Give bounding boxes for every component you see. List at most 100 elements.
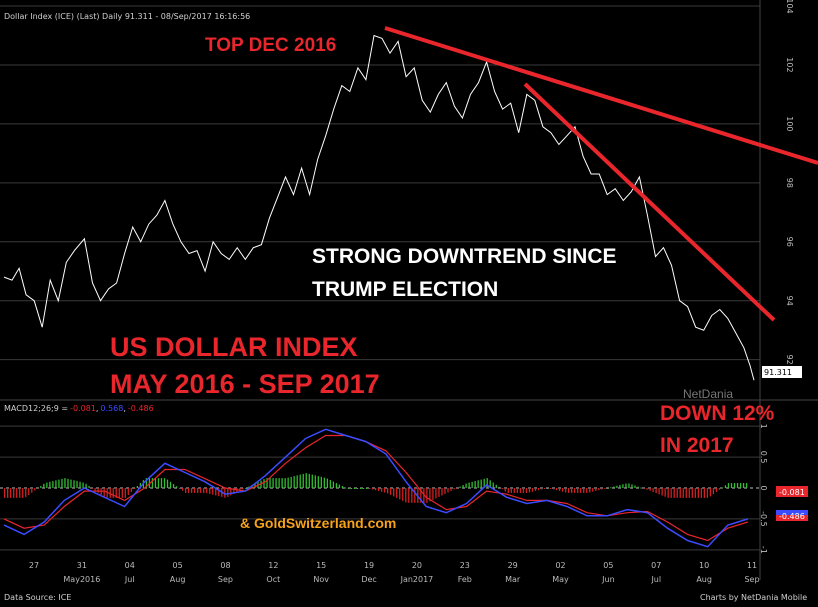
macd-hist-bar <box>305 473 307 488</box>
macd-hist-bar <box>709 488 712 497</box>
macd-hist-bar <box>224 488 226 498</box>
macd-hist-bar <box>163 478 166 488</box>
x-tick-month: Sep <box>218 575 233 584</box>
macd-hist-bar <box>109 488 111 498</box>
macd-hist-bar <box>34 488 36 491</box>
macd-hist-bar <box>516 488 519 493</box>
macd-hist-bar <box>423 488 425 503</box>
x-axis: 27 31 May2016 04 Jul 05 Aug 08 Sep 12 Oct 15 Nov 19 De… <box>29 561 760 584</box>
macd-hist-bar <box>598 488 600 491</box>
macd-hist-bar <box>112 488 114 498</box>
macd-hist-bar <box>643 488 645 489</box>
macd-hist-bar <box>79 481 81 488</box>
data-source: Data Source: ICE <box>4 593 71 602</box>
macd-hist-bar <box>296 475 298 488</box>
macd-hist-bar <box>700 488 702 498</box>
macd-hist-bar <box>483 478 485 488</box>
macd-hist-bar <box>619 485 621 488</box>
macd-hist-bar <box>607 488 609 489</box>
macd-hist-bar <box>145 478 148 488</box>
macd-hist-bar <box>667 488 669 498</box>
macd-hist-bar <box>344 487 347 489</box>
macd-hist-bar <box>7 488 9 498</box>
macd-hist-bar <box>670 488 672 498</box>
macd-hist-bar <box>733 483 736 488</box>
macd-hist-bar <box>335 483 338 488</box>
macd-hist-bar <box>564 488 567 493</box>
macd-hist-bar <box>402 488 404 501</box>
macd-label: MACD12;26;9 = <box>4 404 68 413</box>
price-tick-label: 96 <box>785 237 794 247</box>
x-tick-month: May <box>552 575 569 584</box>
macd-hist-bar <box>396 488 398 498</box>
macd-hist-bar <box>688 488 690 498</box>
macd-hist-bar <box>399 488 401 500</box>
macd-hist-bar <box>447 488 449 493</box>
macd-hist-bar <box>655 488 657 494</box>
macd-hist-bar <box>320 476 322 488</box>
macd-hist-bar <box>359 488 362 489</box>
macd-hist-bar <box>694 488 696 498</box>
macd-y-axis: 1 0.5 0 -0.5 -1 <box>759 424 768 554</box>
macd-hist-bar <box>190 488 193 493</box>
macd-hist-bar <box>495 484 497 488</box>
macd-hist-bar <box>151 478 154 488</box>
macd-hist-bar <box>302 473 304 488</box>
macd-hist-bar <box>263 479 265 488</box>
macd-hist-bar <box>281 478 283 488</box>
macd-hist-bar <box>432 488 434 500</box>
macd-hist-bar <box>549 488 552 489</box>
macd-hist-bar <box>552 488 555 490</box>
macd-hist-bar <box>604 488 606 489</box>
macd-hist-bar <box>248 486 250 488</box>
macd-hist-bar <box>727 483 730 488</box>
macd-hist-bar <box>387 488 389 494</box>
macd-hist-bar <box>43 483 45 488</box>
macd-hist-bar <box>166 479 169 488</box>
macd-hist-bar <box>652 488 654 492</box>
annotation-down-2: IN 2017 <box>660 434 734 457</box>
macd-hist-bar <box>574 488 576 493</box>
macd-hist-bar <box>64 478 66 488</box>
macd-hist-bar <box>628 483 630 488</box>
x-tick-month: Jan2017 <box>400 575 434 584</box>
macd-hist-bar <box>365 488 368 489</box>
macd-hist-bar <box>323 477 325 488</box>
x-tick-day: 27 <box>29 561 39 570</box>
trendline-long <box>384 26 818 165</box>
macd-hist-bar <box>715 488 718 492</box>
macd-hist-bar <box>489 480 491 488</box>
macd-hist-bar <box>22 488 24 498</box>
macd-hist-bar <box>685 488 687 498</box>
macd-hist-bar <box>742 483 745 488</box>
macd-hist-bar <box>438 488 440 497</box>
macd-hist-bar <box>136 486 139 488</box>
macd-hist-bar <box>160 478 163 488</box>
x-tick-day: 23 <box>460 561 470 570</box>
macd-hist-bar <box>646 488 648 490</box>
macd-hist-bar <box>85 483 87 488</box>
macd-hist-bar <box>266 478 268 488</box>
macd-hist-bar <box>555 488 558 491</box>
macd-hist-bar <box>537 488 540 491</box>
x-tick-day: 08 <box>220 561 230 570</box>
macd-hist-bar <box>362 488 365 489</box>
macd-hist-bar <box>197 488 199 493</box>
macd-hist-bar <box>118 488 120 498</box>
macd-hist-bar <box>390 488 392 495</box>
macd-hist-bar <box>308 473 310 488</box>
macd-badge-red-text: -0.081 <box>779 488 805 497</box>
macd-hist-bar <box>187 488 190 493</box>
macd-hist-bar <box>130 488 132 492</box>
price-tick-label: 92 <box>785 355 794 365</box>
annotation-title-2: MAY 2016 - SEP 2017 <box>110 369 380 399</box>
macd-hist-bar <box>625 483 627 488</box>
macd-value-3: -0.486 <box>128 404 154 413</box>
macd-hist-bar <box>347 488 350 489</box>
price-grid <box>0 5 760 361</box>
macd-hist-bar <box>52 481 54 488</box>
macd-hist-bar <box>284 478 286 488</box>
trendline-short <box>523 82 776 322</box>
x-tick-day: 11 <box>747 561 757 570</box>
macd-hist-bar <box>661 488 663 496</box>
